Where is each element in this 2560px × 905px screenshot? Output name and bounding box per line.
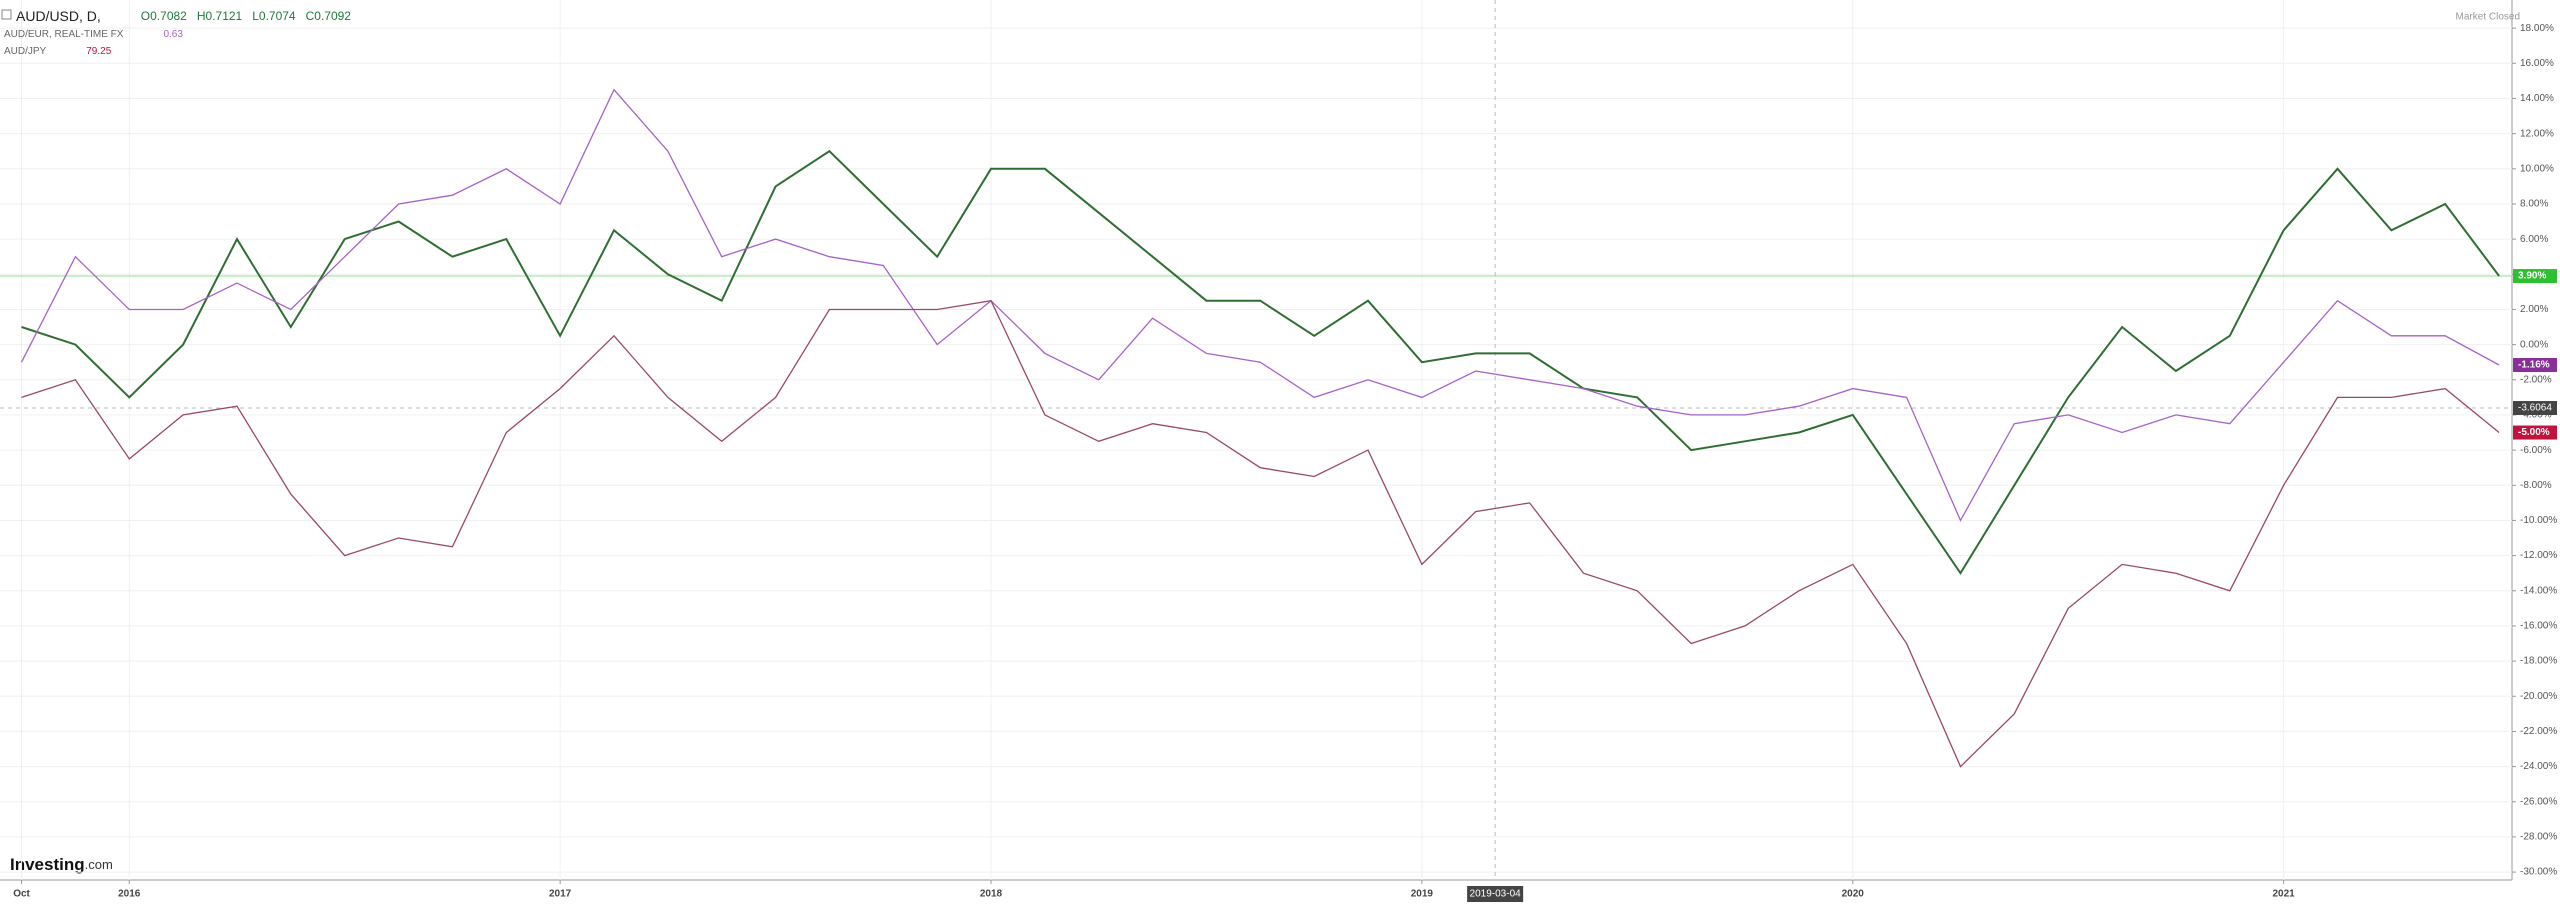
y-tick-label: -16.00% [2520, 621, 2557, 632]
legend-entry: AUD/JPY 79.25 [4, 46, 112, 57]
y-tick-label: 14.00% [2520, 93, 2554, 104]
series-line [21, 299, 2500, 768]
y-tick-label: 6.00% [2520, 234, 2548, 245]
legend-quote: 79.25 [86, 46, 111, 57]
value-badge [2513, 358, 2557, 373]
series-line [21, 149, 2500, 576]
market-status: Market Closed [2456, 12, 2520, 23]
legend-quote: O0.7082 [141, 9, 187, 23]
x-tick-label: 2017 [549, 889, 572, 900]
crosshair-y-badge [2513, 401, 2557, 416]
legend-quote: 0.63 [163, 29, 183, 40]
y-tick-label: -30.00% [2520, 867, 2557, 878]
y-tick-label: -14.00% [2520, 585, 2557, 596]
x-tick-label: 2021 [2273, 889, 2296, 900]
y-tick-label: -24.00% [2520, 761, 2557, 772]
legend-name: AUD/JPY [4, 46, 47, 57]
y-tick-label: 16.00% [2520, 58, 2554, 69]
y-tick-label: -6.00% [2520, 445, 2552, 456]
legend-name: AUD/EUR, REAL-TIME FX [4, 29, 124, 40]
y-tick-label: 12.00% [2520, 128, 2554, 139]
y-tick-label: -10.00% [2520, 515, 2557, 526]
series-line [20, 88, 2500, 522]
y-tick-label: 2.00% [2520, 304, 2548, 315]
legend-quote: H0.7121 [197, 9, 243, 23]
y-tick-label: -28.00% [2520, 832, 2557, 843]
x-tick-label: 2018 [980, 889, 1003, 900]
legend-entry: AUD/USD, D, O0.7082 H0.7121 L0.7074 C0.7092 [16, 8, 351, 24]
x-tick-label: 2020 [1842, 889, 1865, 900]
y-tick-label: -20.00% [2520, 691, 2557, 702]
x-tick-label: Oct [13, 889, 30, 900]
crosshair-x-badge [1467, 886, 1524, 902]
y-tick-label: -8.00% [2520, 480, 2552, 491]
legend-quote: L0.7074 [252, 9, 296, 23]
legend-icon [1, 9, 12, 20]
y-tick-label: 8.00% [2520, 199, 2548, 210]
legend-quote: C0.7092 [306, 9, 352, 23]
logo-suffix: .com [85, 857, 113, 872]
y-tick-label: 10.00% [2520, 163, 2554, 174]
y-tick-label: -12.00% [2520, 550, 2557, 561]
y-tick-label: -22.00% [2520, 726, 2557, 737]
y-tick-label: -18.00% [2520, 656, 2557, 667]
x-tick-label: 2019 [1411, 889, 1434, 900]
legend-entry: AUD/EUR, REAL-TIME FX 0.63 [4, 29, 183, 40]
logo: Investing.com [10, 855, 113, 874]
y-tick-label: 18.00% [2520, 23, 2554, 34]
y-tick-label: -26.00% [2520, 796, 2557, 807]
value-badge [2513, 269, 2557, 284]
value-badge-label: 3.90% [2518, 271, 2546, 282]
legend-name: AUD/USD, D, [16, 8, 101, 24]
y-tick-label: 0.00% [2520, 339, 2548, 350]
crosshair-y-label: -3.6064 [2518, 403, 2552, 414]
x-tick-label: 2016 [118, 889, 141, 900]
y-tick-label: -2.00% [2520, 374, 2552, 385]
logo-main: Investing [10, 855, 85, 874]
crosshair-x-label: 2019-03-04 [1470, 889, 1522, 900]
value-badge-label: -1.16% [2518, 360, 2550, 371]
grid [0, 0, 2512, 880]
value-badge-label: -5.00% [2518, 427, 2550, 438]
value-badge [2513, 425, 2557, 440]
y-tick-label: -4.00% [2520, 410, 2552, 421]
